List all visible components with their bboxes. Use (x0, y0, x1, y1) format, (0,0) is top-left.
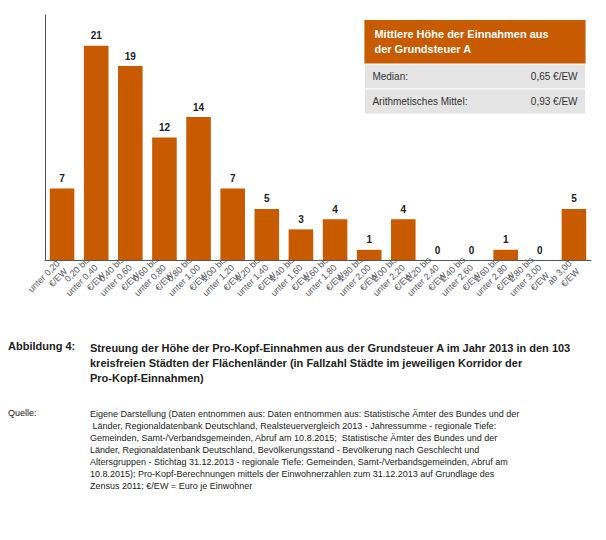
svg-text:Gemeinden, Samt-/Verbandsgemei: Gemeinden, Samt-/Verbandsgemeinden, Abru… (90, 433, 500, 443)
svg-text:€/EW: €/EW (357, 270, 381, 293)
svg-text:unter 0,80: unter 0,80 (132, 262, 168, 299)
svg-text:1: 1 (503, 234, 509, 245)
svg-text:0,65 €/EW: 0,65 €/EW (531, 71, 578, 82)
svg-text:Mittlere Höhe der Einnahmen au: Mittlere Höhe der Einnahmen aus (374, 28, 548, 40)
svg-text:€/EW: €/EW (187, 270, 210, 293)
svg-text:Arithmetisches Mittel:: Arithmetisches Mittel: (372, 96, 467, 107)
svg-text:€/EW: €/EW (221, 270, 244, 293)
svg-text:€/EW: €/EW (119, 270, 142, 293)
svg-text:€/EW: €/EW (559, 266, 582, 289)
svg-text:12: 12 (159, 122, 171, 133)
svg-text:Altersgruppen - Stichtag 31.12: Altersgruppen - Stichtag 31.12.2013 - re… (90, 457, 510, 467)
svg-text:5: 5 (571, 193, 577, 204)
svg-text:0: 0 (537, 245, 543, 256)
svg-text:0: 0 (435, 245, 441, 256)
svg-text:unter 2,40: unter 2,40 (405, 262, 441, 299)
svg-text:kreisfreien Städten der Fläche: kreisfreien Städten der Flächenländer (i… (90, 357, 525, 369)
svg-text:unter 1,20: unter 1,20 (200, 262, 237, 299)
svg-text:€/EW: €/EW (255, 270, 279, 293)
svg-text:1: 1 (366, 234, 372, 245)
svg-text:unter 2,20: unter 2,20 (371, 262, 407, 299)
svg-text:unter 0,40: unter 0,40 (64, 262, 100, 299)
svg-text:unter 1,60: unter 1,60 (268, 262, 305, 299)
svg-text:5: 5 (264, 193, 270, 204)
svg-text:€/EW: €/EW (392, 270, 415, 293)
svg-text:unter 2,80: unter 2,80 (473, 262, 510, 299)
svg-text:10.8.2015); Pro-Kopf-Berechnun: 10.8.2015); Pro-Kopf-Berechnungen mittel… (90, 469, 497, 479)
svg-text:unter 3,00: unter 3,00 (507, 262, 544, 299)
svg-text:Länder, Regionaldatenbank Deut: Länder, Regionaldatenbank Deutschland, R… (90, 421, 499, 431)
svg-text:21: 21 (91, 30, 103, 41)
svg-text:ab 3,00: ab 3,00 (545, 258, 574, 287)
svg-text:Streuung der Höhe der Pro-Kopf: Streuung der Höhe der Pro-Kopf-Einnahmen… (90, 342, 573, 354)
svg-text:€/EW: €/EW (153, 270, 176, 293)
svg-text:Quelle:: Quelle: (8, 408, 37, 418)
svg-text:€/EW: €/EW (426, 270, 449, 293)
svg-text:0: 0 (469, 245, 475, 256)
svg-text:€/EW: €/EW (84, 270, 108, 293)
svg-text:€/EW: €/EW (494, 270, 517, 293)
svg-text:€/EW: €/EW (289, 270, 313, 293)
svg-text:unter 1,40: unter 1,40 (234, 262, 271, 299)
svg-text:Median:: Median: (372, 71, 408, 82)
svg-text:€/EW: €/EW (46, 266, 70, 289)
svg-text:€/EW: €/EW (323, 270, 347, 293)
svg-text:2,40 bis: 2,40 bis (438, 254, 468, 284)
svg-text:der Grundsteuer A: der Grundsteuer A (374, 43, 471, 55)
svg-text:14: 14 (193, 102, 205, 113)
svg-text:Pro-Kopf-Einnahmen): Pro-Kopf-Einnahmen) (90, 372, 204, 384)
svg-text:7: 7 (59, 173, 65, 184)
svg-text:4: 4 (401, 204, 407, 215)
svg-text:Länder, Regionaldatenbank Deut: Länder, Regionaldatenbank Deutschland, B… (90, 445, 482, 455)
svg-text:unter 0,20: unter 0,20 (26, 258, 62, 295)
svg-text:3: 3 (298, 214, 304, 225)
svg-text:unter 1,80: unter 1,80 (302, 262, 339, 299)
svg-text:Eigene Darstellung (Daten entn: Eigene Darstellung (Daten entnommen aus:… (90, 409, 519, 419)
svg-text:0,93 €/EW: 0,93 €/EW (531, 96, 578, 107)
svg-text:unter 2,60: unter 2,60 (439, 262, 476, 299)
svg-text:Abbildung 4:: Abbildung 4: (8, 340, 75, 352)
svg-text:unter 1,00: unter 1,00 (166, 262, 203, 299)
svg-text:7: 7 (230, 173, 236, 184)
svg-text:€/EW: €/EW (528, 270, 552, 293)
svg-text:Zensus 2011; €/EW = Euro je Ei: Zensus 2011; €/EW = Euro je Einwohner (90, 481, 252, 491)
svg-text:€/EW: €/EW (460, 270, 483, 293)
svg-text:unter 2,00: unter 2,00 (337, 262, 373, 299)
svg-text:19: 19 (125, 51, 137, 62)
svg-text:unter 0,60: unter 0,60 (98, 262, 134, 299)
svg-text:4: 4 (332, 204, 338, 215)
